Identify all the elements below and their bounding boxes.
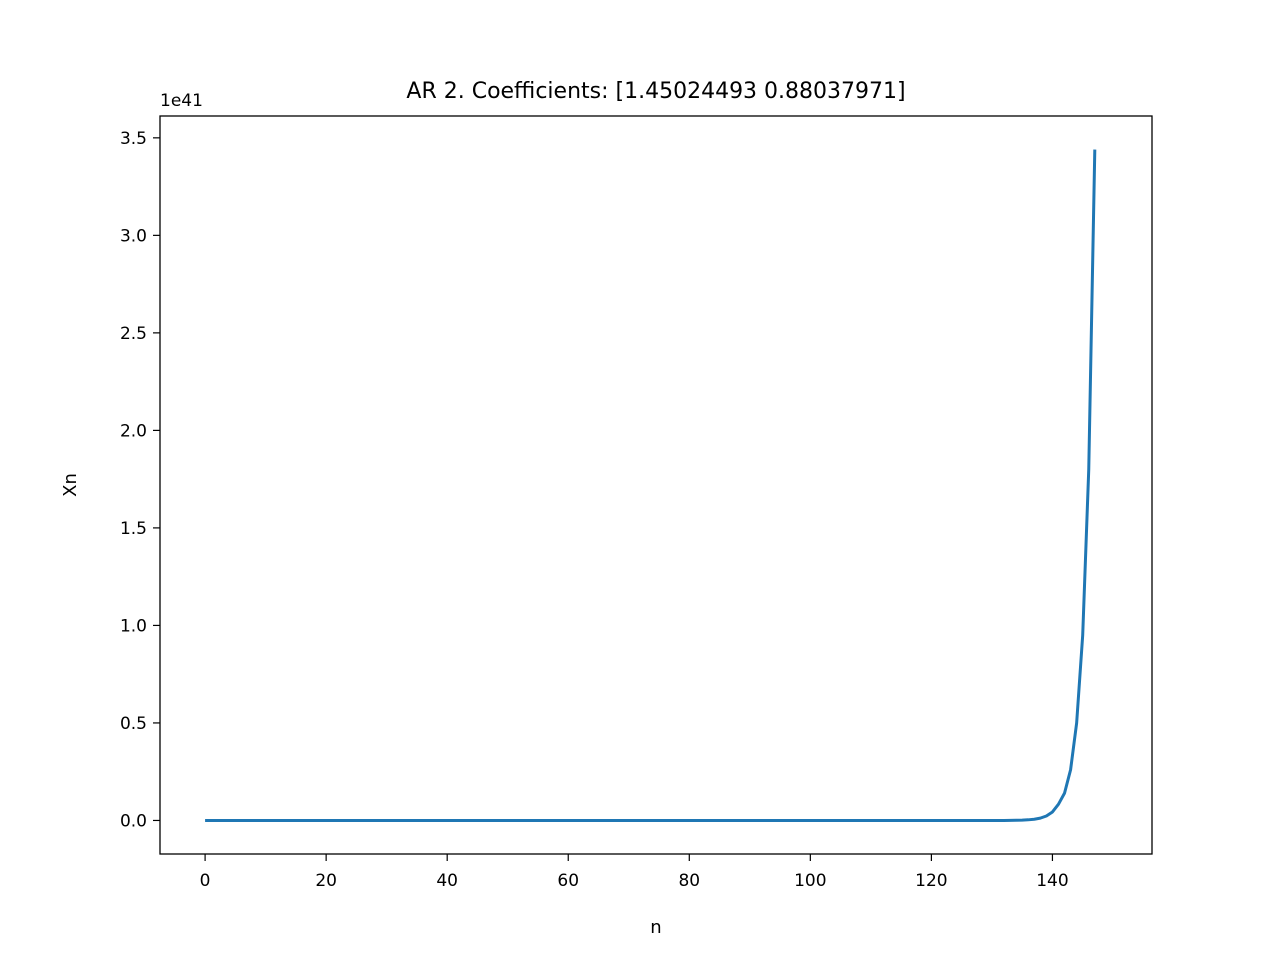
plot-frame bbox=[159, 115, 1153, 855]
y-tick-label: 0.0 bbox=[120, 811, 147, 831]
y-tick-label: 3.5 bbox=[120, 129, 147, 149]
series-line bbox=[205, 149, 1097, 822]
x-tick-label: 0 bbox=[200, 871, 211, 891]
x-axis-ticks: 0 20 40 60 80 100 120 140 bbox=[200, 854, 1069, 891]
series-layer bbox=[205, 149, 1097, 822]
x-tick-label: 80 bbox=[678, 871, 700, 891]
x-tick-label: 60 bbox=[557, 871, 579, 891]
y-tick-label: 1.5 bbox=[120, 519, 147, 539]
y-tick-label: 2.0 bbox=[120, 421, 147, 441]
y-tick-label: 3.0 bbox=[120, 226, 147, 246]
x-tick-label: 40 bbox=[436, 871, 458, 891]
x-tick-label: 100 bbox=[794, 871, 826, 891]
y-tick-label: 1.0 bbox=[120, 616, 147, 636]
y-offset-label: 1e41 bbox=[160, 91, 203, 111]
x-axis-label: n bbox=[650, 917, 661, 938]
x-tick-label: 120 bbox=[915, 871, 947, 891]
chart-title: AR 2. Coefficients: [1.45024493 0.880379… bbox=[406, 79, 905, 104]
y-axis-label: Xn bbox=[60, 473, 81, 497]
y-tick-label: 0.5 bbox=[120, 714, 147, 734]
x-tick-label: 140 bbox=[1036, 871, 1068, 891]
x-tick-label: 20 bbox=[315, 871, 337, 891]
y-axis-ticks: 0.0 0.5 1.0 1.5 2.0 2.5 3.0 3.5 bbox=[120, 129, 160, 831]
y-tick-label: 2.5 bbox=[120, 324, 147, 344]
